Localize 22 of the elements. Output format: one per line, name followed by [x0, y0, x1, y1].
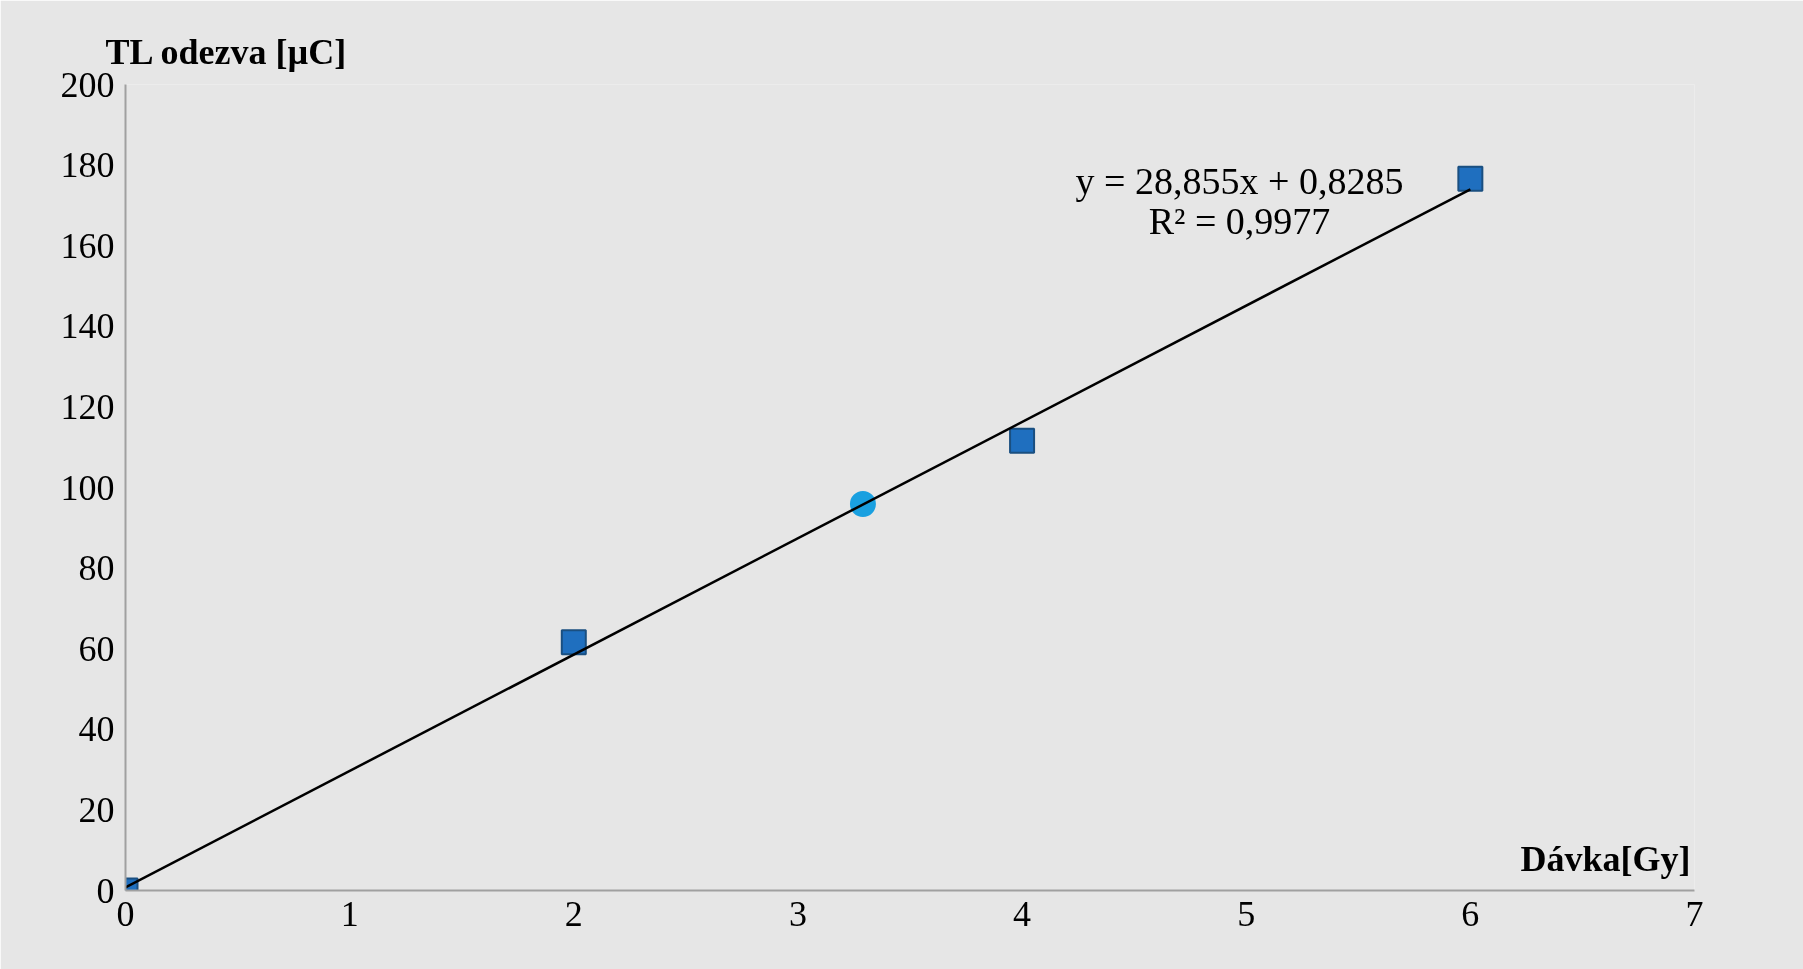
y-tick-label: 20: [78, 789, 115, 830]
y-tick-label: 120: [60, 386, 115, 427]
x-tick-label: 3: [788, 893, 807, 934]
x-tick-label: 6: [1461, 893, 1480, 934]
point: [1009, 427, 1036, 454]
point: [1457, 165, 1484, 192]
x-axis-title: Dávka[Gy]: [1520, 838, 1691, 879]
y-tick-label: 160: [60, 225, 115, 266]
y-tick-label: 80: [78, 548, 115, 589]
y-tick-label: 180: [60, 145, 115, 186]
annotation: R² = 0,9977: [1148, 200, 1331, 243]
y-tick-label: 100: [60, 467, 115, 508]
y-tick-label: 40: [78, 709, 115, 750]
x-tick-label: 5: [1237, 893, 1256, 934]
annotation: y = 28,855x + 0,8285: [1075, 160, 1404, 203]
y-tick-label: 140: [60, 306, 115, 347]
x-tick-label: 4: [1013, 893, 1032, 934]
x-tick-label: 2: [564, 893, 583, 934]
y-tick-label: 60: [78, 628, 115, 669]
point: [560, 629, 587, 656]
x-tick-label: 1: [340, 893, 359, 934]
x-tick-label: 7: [1685, 893, 1704, 934]
